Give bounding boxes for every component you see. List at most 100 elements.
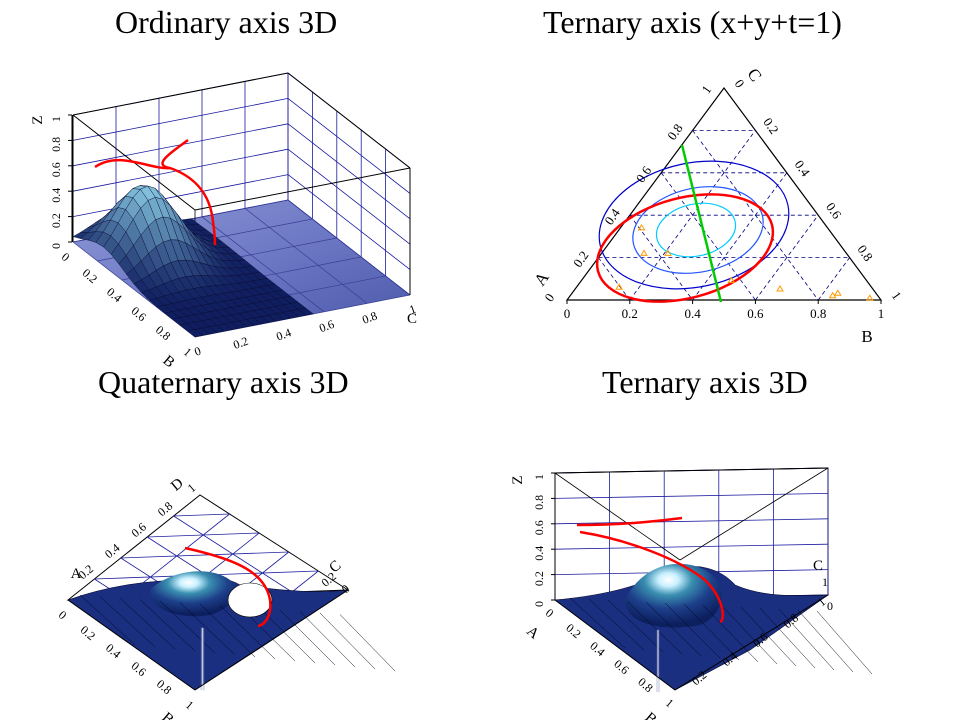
mesh-line [759,607,816,669]
surface-highlight [195,627,210,691]
axis-edge [554,599,676,691]
surface-hump [625,563,722,628]
z-tick-label: 1 [49,116,63,122]
c-axis-label: C [813,558,823,574]
axis-edge [67,599,196,691]
b-tick-label: 1 [878,306,885,321]
c-axis-label: C [407,311,417,327]
b-tick-label: 0.4 [684,306,701,321]
grid-line [287,148,411,245]
grid-line [554,518,829,525]
b-tick-label: 0.8 [153,323,173,343]
a-tick-label: 0 [541,290,557,304]
data-marker [615,283,624,290]
grid-line [72,148,289,192]
grid-line [660,172,756,301]
z-tick-label: 0.4 [532,546,546,561]
mesh-line [607,599,664,653]
mesh-line [99,596,156,648]
grid-line [554,543,829,550]
axis-edge [194,589,349,691]
grid-line [755,214,819,301]
a-tick-label: 0.6 [611,657,631,677]
mesh-line [139,599,196,652]
b-tick-label: 0.6 [747,306,764,321]
axis-edge [674,594,829,691]
grid-line [287,199,411,296]
mesh-line [645,601,702,657]
a-tick-label: 1 [663,696,677,711]
grid-line [72,98,289,141]
mesh-line [664,602,721,659]
z-tick-label: 0.2 [532,571,546,586]
surface-base [554,566,829,691]
grid-line [598,257,631,301]
surface-mesh [72,185,314,338]
z-tick-label: 0 [532,601,546,607]
b-axis-label: B [642,710,660,720]
red-curve [576,516,724,624]
mesh-line [79,594,136,646]
contour-inner [655,202,737,258]
surface-hole [227,582,273,618]
a-tick-label: 0.4 [103,641,123,661]
z-tick-label: 0.6 [49,162,63,177]
a-tick-label: 0.8 [154,677,174,697]
b-tick-label: 0.2 [622,306,638,321]
mesh-line [721,605,778,665]
grid-line [287,98,411,194]
c-tick-label: 1 [407,302,417,317]
box-edge [554,467,829,474]
c-tick-label: 0.4 [792,157,814,179]
b-tick-label: 0 [564,306,571,321]
mesh-line [626,600,683,655]
grid-line [287,123,411,220]
z-axis-label: Z [510,475,526,484]
b-axis-label: B [861,327,872,346]
panel4-title: Ternary axis 3D [602,364,808,400]
surface-hump [150,571,237,617]
c-tick-label: 0.6 [823,200,845,222]
mesh-line [119,597,176,650]
mesh-line [199,603,256,658]
data-marker [640,249,648,256]
data-marker [637,223,646,231]
z-tick-label: 0 [49,243,63,249]
b-tick-label: 0.2 [80,266,100,286]
c-tick-label: 0.6 [317,317,336,335]
a-tick-label: 0.4 [587,639,607,659]
data-marker [833,289,842,296]
d-tick-label: 0.8 [155,499,175,519]
b-tick-label: 0 [59,250,73,265]
red-curve [94,139,217,246]
grid-line [244,208,368,304]
a-tick-label: 0.6 [129,659,149,679]
mesh-line [797,609,854,673]
c-tick-label: 0.4 [274,325,293,343]
mesh-line [319,612,376,670]
d-tick-label: 0.4 [102,541,122,561]
z-tick-label: 1 [532,474,546,480]
data-marker [664,249,672,256]
c-tick-label: 0.8 [360,308,379,326]
c-tick-label: 1 [822,575,828,589]
a-tick-label: 0.2 [78,623,98,643]
mesh-line [259,608,316,664]
a-tick-label: 1 [183,698,197,713]
panel1-title: Ordinary axis 3D [115,4,338,40]
b-tick-label: 0.8 [810,306,826,321]
mesh-line [219,605,276,660]
a-tick-label: 0 [56,608,70,623]
c-tick-label: 0.8 [854,242,876,264]
b-tick-label: 0.6 [129,304,149,324]
red-ellipse [595,193,775,303]
z-tick-label: 0.8 [49,137,63,152]
grid-line [201,216,325,313]
z-tick-label: 0.6 [532,520,546,535]
d-tick-label: 1 [185,481,199,496]
grid-line [817,257,850,301]
grid-line [72,174,289,217]
z-tick-label: 0.2 [49,213,63,228]
